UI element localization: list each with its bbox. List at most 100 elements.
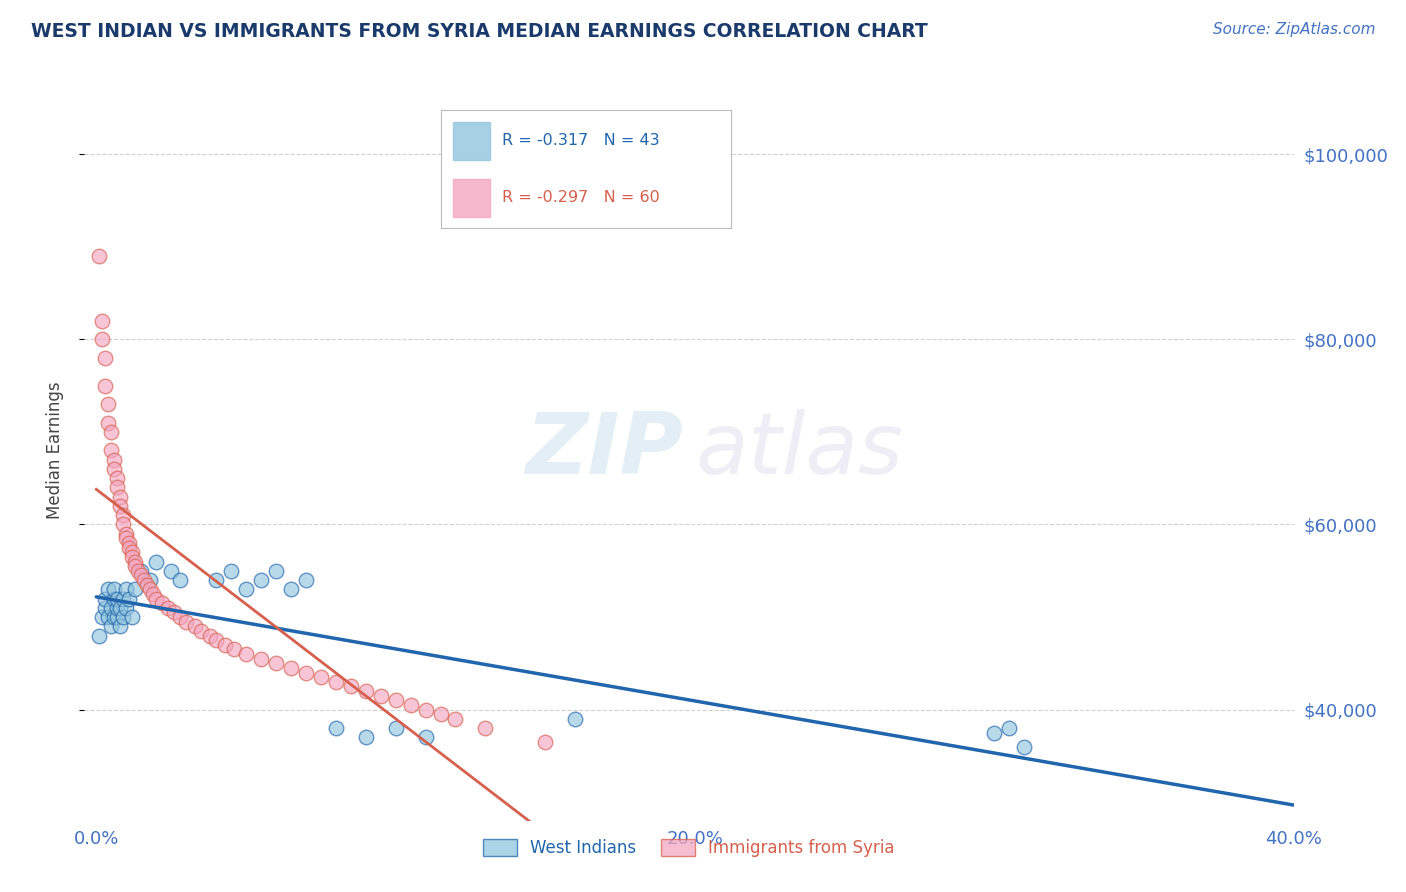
Point bbox=[564, 712, 586, 726]
Point bbox=[103, 462, 125, 476]
Point bbox=[250, 573, 273, 587]
Point bbox=[110, 619, 132, 633]
Point bbox=[325, 674, 347, 689]
Point bbox=[163, 606, 186, 620]
Point bbox=[94, 591, 117, 606]
Point bbox=[115, 582, 138, 597]
Point bbox=[145, 591, 167, 606]
Point bbox=[354, 731, 377, 745]
Point bbox=[370, 689, 392, 703]
Point bbox=[264, 657, 287, 671]
Point bbox=[103, 582, 125, 597]
Text: Source: ZipAtlas.com: Source: ZipAtlas.com bbox=[1212, 22, 1375, 37]
Point bbox=[339, 680, 361, 694]
Point bbox=[264, 564, 287, 578]
Point bbox=[121, 549, 143, 564]
Point bbox=[280, 661, 302, 675]
Point bbox=[94, 600, 117, 615]
Point bbox=[295, 573, 318, 587]
Point bbox=[100, 425, 122, 439]
Point bbox=[105, 600, 128, 615]
Point bbox=[983, 725, 1005, 739]
Point bbox=[110, 490, 132, 504]
Point bbox=[139, 582, 162, 597]
Point bbox=[205, 573, 228, 587]
Point bbox=[1012, 739, 1035, 754]
Point bbox=[160, 564, 183, 578]
Point bbox=[103, 610, 125, 624]
Point bbox=[91, 333, 114, 347]
Point bbox=[205, 633, 228, 648]
Point bbox=[115, 600, 138, 615]
Point bbox=[157, 600, 180, 615]
Point bbox=[118, 536, 141, 550]
Point bbox=[97, 416, 120, 430]
Point bbox=[384, 721, 406, 735]
Point bbox=[169, 610, 191, 624]
Point bbox=[136, 577, 159, 591]
Point bbox=[112, 610, 135, 624]
Point bbox=[94, 378, 117, 392]
Point bbox=[105, 471, 128, 485]
Point bbox=[190, 624, 212, 638]
Point bbox=[150, 596, 173, 610]
Point bbox=[112, 591, 135, 606]
Point bbox=[219, 564, 242, 578]
Point bbox=[309, 670, 332, 684]
Point bbox=[129, 568, 152, 582]
Point bbox=[110, 600, 132, 615]
Point bbox=[384, 693, 406, 707]
Point bbox=[129, 564, 152, 578]
Point bbox=[121, 610, 143, 624]
Point bbox=[169, 573, 191, 587]
Text: atlas: atlas bbox=[695, 409, 903, 492]
Point bbox=[118, 541, 141, 555]
Point bbox=[112, 508, 135, 523]
Point bbox=[124, 559, 146, 574]
Point bbox=[124, 582, 146, 597]
Point bbox=[184, 619, 207, 633]
Point bbox=[474, 721, 496, 735]
Point bbox=[118, 591, 141, 606]
Point bbox=[115, 526, 138, 541]
Point bbox=[89, 629, 111, 643]
Point bbox=[97, 582, 120, 597]
Point bbox=[100, 600, 122, 615]
Point bbox=[354, 684, 377, 698]
Point bbox=[295, 665, 318, 680]
Point bbox=[121, 545, 143, 559]
Point bbox=[100, 619, 122, 633]
Point bbox=[124, 554, 146, 569]
Point bbox=[280, 582, 302, 597]
Point bbox=[97, 397, 120, 411]
Point bbox=[174, 615, 197, 629]
Point bbox=[94, 351, 117, 365]
Point bbox=[91, 314, 114, 328]
Point bbox=[235, 647, 257, 661]
Legend: West Indians, Immigrants from Syria: West Indians, Immigrants from Syria bbox=[477, 832, 901, 864]
Y-axis label: Median Earnings: Median Earnings bbox=[45, 382, 63, 519]
Point bbox=[139, 573, 162, 587]
Point bbox=[444, 712, 467, 726]
Point bbox=[127, 564, 149, 578]
Point bbox=[534, 735, 557, 749]
Point bbox=[105, 481, 128, 495]
Text: ZIP: ZIP bbox=[526, 409, 683, 492]
Point bbox=[105, 591, 128, 606]
Point bbox=[91, 610, 114, 624]
Point bbox=[110, 499, 132, 513]
Point bbox=[112, 517, 135, 532]
Point bbox=[142, 587, 165, 601]
Point bbox=[103, 452, 125, 467]
Point bbox=[998, 721, 1021, 735]
Point bbox=[134, 573, 156, 587]
Point bbox=[325, 721, 347, 735]
Point bbox=[103, 591, 125, 606]
Point bbox=[105, 610, 128, 624]
Point bbox=[214, 638, 236, 652]
Point bbox=[100, 443, 122, 458]
Point bbox=[235, 582, 257, 597]
Point bbox=[415, 703, 437, 717]
Point bbox=[429, 707, 451, 722]
Point bbox=[399, 698, 422, 712]
